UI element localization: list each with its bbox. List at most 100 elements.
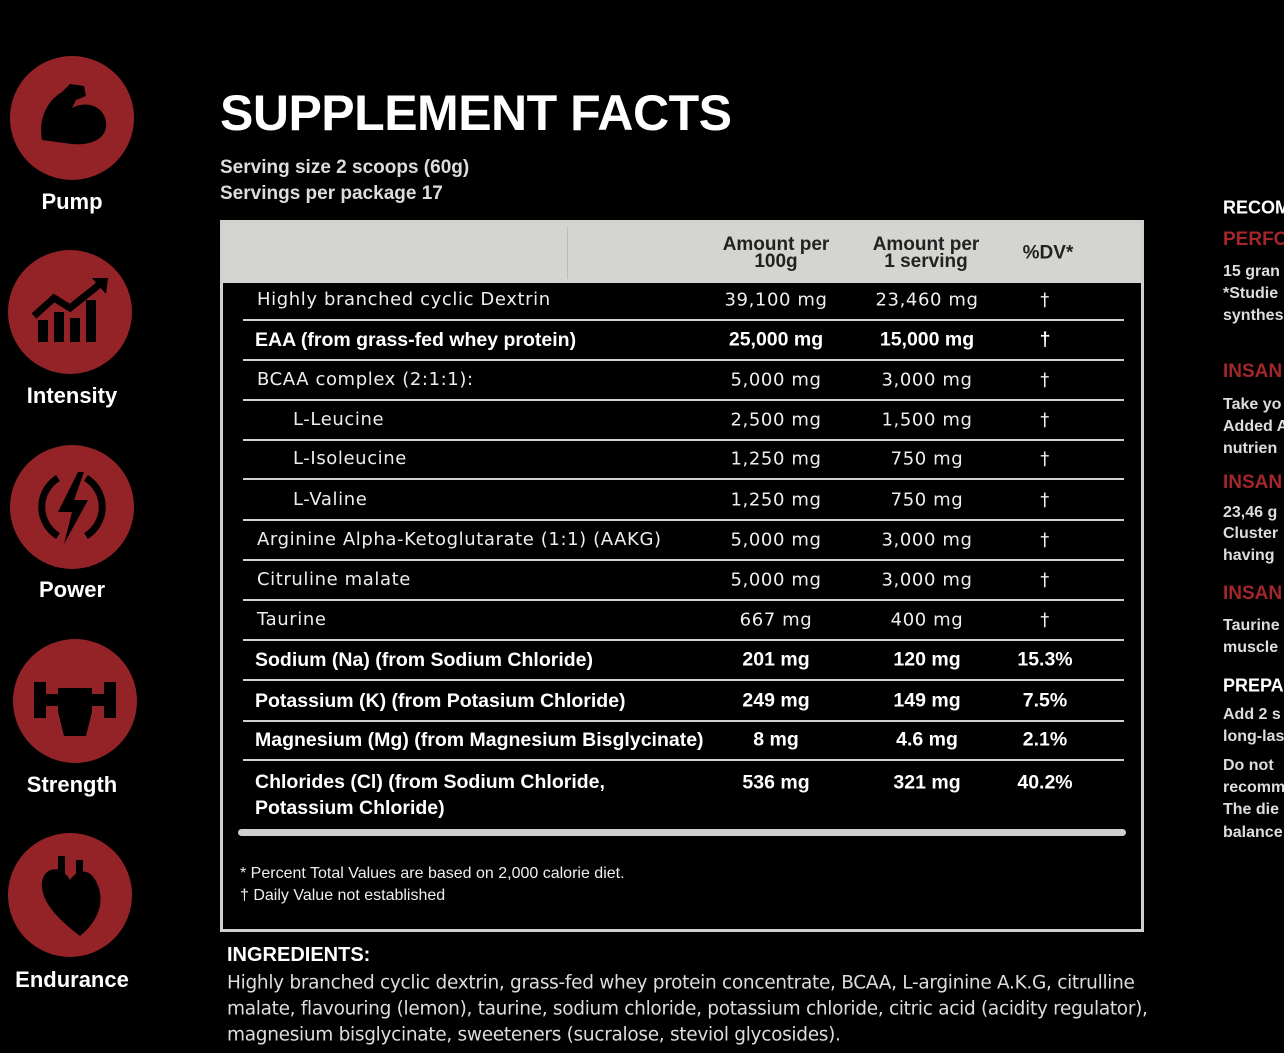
column-header-line: 100g [754,251,798,272]
icon-label: Endurance [15,967,129,992]
row-value: 321 mg [893,771,961,794]
row-name-line: L-Isoleucine [293,448,407,469]
panel-text: INSAN [1223,361,1283,382]
row-name-line: L-Valine [293,489,368,510]
row-value: † [1040,609,1050,631]
panel-text: PREPA [1223,675,1284,696]
facts-table: Amount per 100g Amount per 1 serving %DV* [220,220,1144,932]
row-value: 4.6 mg [896,728,958,751]
ingredients-text: Highly branched cyclic dextrin, grass-fe… [227,972,1135,994]
ingredients-heading: INGREDIENTS: [227,944,371,966]
panel-text: Take yo [1223,396,1282,413]
power-icon [10,445,134,569]
panel-text: 15 gran [1223,263,1280,280]
row-name-line: Citruline malate [257,569,411,590]
row-divider [243,679,1124,681]
row-name: Chlorides (Cl) (from Sodium Chloride, Pot… [255,769,605,821]
row-value: 8 mg [753,728,799,751]
row-divider [243,319,1124,321]
row-divider [243,399,1124,401]
column-header: Amount per 1 serving [872,234,980,272]
row-name-line: EAA (from grass-fed whey protein) [255,329,577,351]
icon-label: Intensity [26,383,118,408]
row-divider [243,639,1124,641]
panel-text: INSAN [1223,583,1283,604]
panel-text: RECOM [1223,197,1284,218]
panel-text: recomm [1223,779,1284,796]
row-name-line: Taurine [257,609,327,630]
row-name: Highly branched cyclic Dextrin [257,287,551,313]
row-value: 25,000 mg [728,328,824,351]
servings-per-package: Servings per package 17 [220,183,443,204]
row-value: 5,000 mg [730,569,822,591]
panel-text: having [1223,547,1275,564]
panel-text: Added A [1223,418,1284,435]
panel-text: PERFO [1223,229,1284,250]
icons [8,56,137,957]
pump-icon [10,56,134,180]
row-divider [243,759,1124,761]
column-header: %DV* [1023,244,1074,263]
row-divider [243,359,1124,361]
row-value: † [1040,529,1050,551]
row-divider [243,599,1124,601]
column-header-line: Amount per [722,234,830,255]
row-value: 400 mg [890,609,964,631]
row-name-line: Arginine Alpha-Ketoglutarate (1:1) (AAKG… [257,529,662,550]
column-header: Amount per 100g [722,234,830,272]
row-name-line: Chlorides (Cl) (from Sodium Chloride, [255,771,605,793]
row-divider [243,720,1124,722]
serving-size: Serving size 2 scoops (60g) [220,157,470,178]
panel-text: *Studie [1223,285,1279,302]
row-value: 149 mg [893,689,961,712]
panel-text: synthes [1223,307,1284,324]
icon-label: Pump [41,189,103,214]
row-value: 667 mg [739,609,813,631]
row-name: BCAA complex (2:1:1): [257,367,474,393]
column-header-line: Amount per [872,234,980,255]
strength-icon [13,639,137,763]
panel-text: Add 2 s [1223,706,1281,723]
row-value: 1,250 mg [730,489,822,511]
row-name-line: Highly branched cyclic Dextrin [257,289,551,310]
row-name: EAA (from grass-fed whey protein) [255,327,576,353]
row-value: 5,000 mg [730,369,822,391]
row-value: 201 mg [742,648,810,671]
footnote: † Daily Value not established [240,887,446,904]
title: SUPPLEMENT FACTS [220,85,732,141]
table-bottom-bar [238,829,1126,836]
endurance-icon [8,833,132,957]
row-value: † [1039,328,1051,351]
panel-text: The die [1223,801,1280,818]
row-name: L-Valine [293,487,367,513]
row-name: Arginine Alpha-Ketoglutarate (1:1) (AAKG… [257,527,662,553]
row-name: Magnesium (Mg) (from Magnesium Bisglycin… [255,727,704,753]
row-divider [243,559,1124,561]
row-value: 750 mg [890,489,964,511]
row-value: † [1040,569,1050,591]
row-value: 3,000 mg [881,529,973,551]
panel-text: 23,46 g [1223,504,1278,521]
row-value: 5,000 mg [730,529,822,551]
row-name: Taurine [257,607,327,633]
row-value: 40.2% [1017,771,1073,794]
panel-text: nutrien [1223,440,1278,457]
row-value: 1,500 mg [881,409,973,431]
row-name: L-Leucine [293,407,384,433]
row-value: 3,000 mg [881,569,973,591]
row-name-line: Sodium (Na) (from Sodium Chloride) [255,649,593,671]
row-name: Potassium (K) (from Potasium Chloride) [255,688,626,714]
row-value: 536 mg [742,771,810,794]
row-value: † [1040,369,1050,391]
row-value: 2.1% [1022,728,1068,751]
row-name-line: Magnesium (Mg) (from Magnesium Bisglycin… [255,729,704,751]
row-divider [243,478,1124,480]
row-value: 3,000 mg [881,369,973,391]
row-value: 23,460 mg [875,289,979,311]
ingredients-text: magnesium bisglycinate, sweeteners (sucr… [227,1024,841,1046]
icon-label: Power [38,577,106,602]
row-name: Citruline malate [257,567,411,593]
column-header-line: 1 serving [884,251,968,272]
panel-text: balance [1223,824,1283,841]
